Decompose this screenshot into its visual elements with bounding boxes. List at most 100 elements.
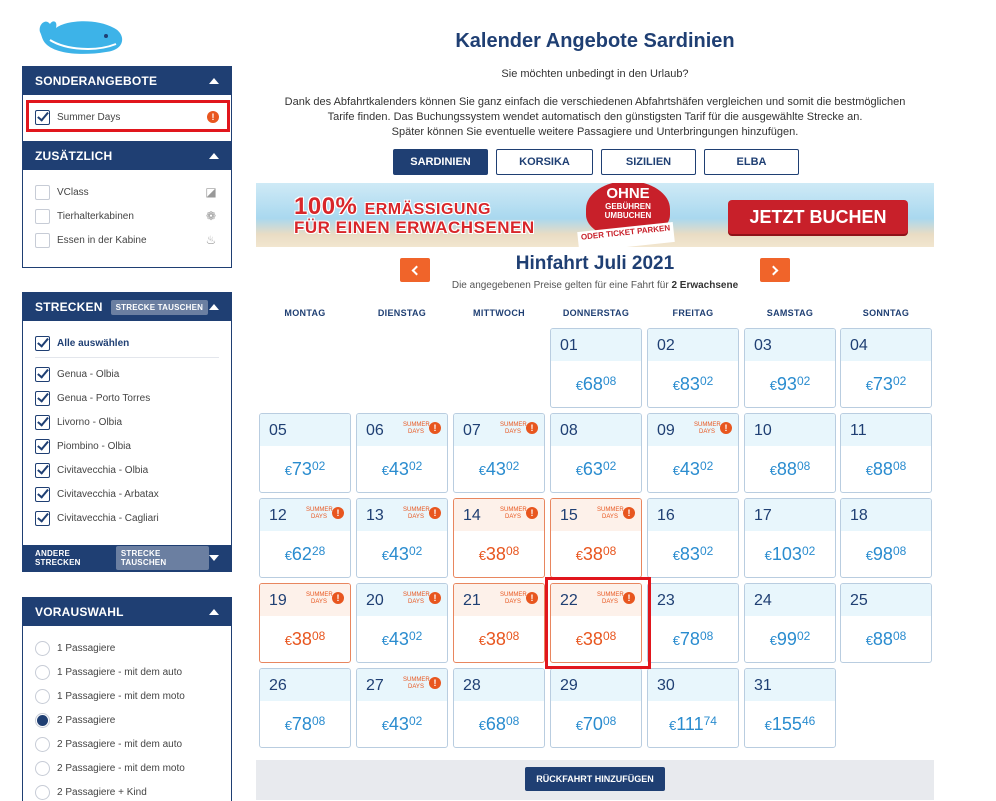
route-checkbox[interactable] bbox=[35, 414, 50, 430]
essen-checkbox[interactable] bbox=[35, 232, 50, 248]
calendar-day[interactable]: 13 SUMMER DAYS! €4302 bbox=[356, 498, 448, 578]
calendar-day[interactable]: 23 €7808 bbox=[647, 583, 739, 663]
route-checkbox[interactable] bbox=[35, 390, 50, 406]
calendar-day[interactable]: 14 SUMMER DAYS! €3808 bbox=[453, 498, 545, 578]
preset-radio[interactable] bbox=[35, 760, 50, 776]
calendar-day[interactable]: 22 SUMMER DAYS! €3808 bbox=[550, 583, 642, 663]
calendar-day[interactable]: 01 €6808 bbox=[550, 328, 642, 408]
price-integer: 88 bbox=[776, 459, 797, 479]
tab-korsika[interactable]: KORSIKA bbox=[496, 149, 593, 175]
sonderangebote-header[interactable]: SONDERANGEBOTE bbox=[23, 67, 231, 95]
filter-summer-days[interactable]: Summer Days ! bbox=[35, 105, 219, 129]
tab-sardinien[interactable]: SARDINIEN bbox=[393, 149, 488, 175]
price-decimal: 08 bbox=[505, 544, 520, 558]
tierhalterkabinen-checkbox[interactable] bbox=[35, 208, 50, 224]
preset-radio[interactable] bbox=[35, 640, 50, 656]
preset-option[interactable]: 1 Passagiere - mit dem auto bbox=[35, 660, 219, 684]
day-price: €15546 bbox=[745, 714, 835, 735]
calendar-day[interactable]: 02 €8302 bbox=[647, 328, 739, 408]
preset-option[interactable]: 2 Passagiere + Kind bbox=[35, 780, 219, 801]
strecken-header[interactable]: STRECKEN STRECKE TAUSCHEN bbox=[23, 293, 231, 321]
select-all-checkbox[interactable] bbox=[35, 335, 50, 351]
filter-vclass[interactable]: VClass ◪ bbox=[35, 180, 219, 204]
route-item[interactable]: Livorno - Olbia bbox=[35, 410, 219, 434]
calendar-day[interactable]: 21 SUMMER DAYS! €3808 bbox=[453, 583, 545, 663]
currency-symbol: € bbox=[769, 633, 777, 648]
add-return-button[interactable]: RÜCKFAHRT HINZUFÜGEN bbox=[525, 767, 665, 791]
calendar-day[interactable]: 15 SUMMER DAYS! €3808 bbox=[550, 498, 642, 578]
prev-month-button[interactable] bbox=[400, 258, 430, 282]
strecke-tauschen-button[interactable]: STRECKE TAUSCHEN bbox=[110, 299, 209, 315]
calendar-day[interactable]: 07 SUMMER DAYS! €4302 bbox=[453, 413, 545, 493]
route-checkbox[interactable] bbox=[35, 366, 50, 382]
andere-strecke-tauschen-button[interactable]: STRECKE TAUSCHEN bbox=[115, 546, 209, 570]
preset-radio[interactable] bbox=[35, 664, 50, 680]
calendar-day[interactable]: 27 SUMMER DAYS! €4302 bbox=[356, 668, 448, 748]
calendar-day[interactable]: 19 SUMMER DAYS! €3808 bbox=[259, 583, 351, 663]
collapse-icon[interactable] bbox=[209, 609, 219, 615]
price-decimal: 08 bbox=[796, 459, 811, 473]
calendar-day[interactable]: 28 €6808 bbox=[453, 668, 545, 748]
route-checkbox[interactable] bbox=[35, 510, 50, 526]
whale-logo-icon[interactable] bbox=[36, 10, 128, 56]
route-item[interactable]: Genua - Olbia bbox=[35, 362, 219, 386]
route-checkbox[interactable] bbox=[35, 438, 50, 454]
preset-option[interactable]: 1 Passagiere bbox=[35, 636, 219, 660]
calendar-day[interactable]: 12 SUMMER DAYS! €6228 bbox=[259, 498, 351, 578]
day-header: 08 bbox=[551, 414, 641, 446]
calendar-day[interactable]: 31 €15546 bbox=[744, 668, 836, 748]
summer-days-checkbox[interactable] bbox=[35, 109, 50, 125]
vclass-checkbox[interactable] bbox=[35, 184, 50, 200]
expand-icon[interactable] bbox=[209, 555, 219, 561]
route-checkbox[interactable] bbox=[35, 486, 50, 502]
preset-radio-selected[interactable] bbox=[35, 712, 50, 728]
route-item[interactable]: Piombino - Olbia bbox=[35, 434, 219, 458]
calendar-day[interactable]: 11 €8808 bbox=[840, 413, 932, 493]
vorauswahl-header[interactable]: VORAUSWAHL bbox=[23, 598, 231, 626]
calendar-day[interactable]: 18 €9808 bbox=[840, 498, 932, 578]
collapse-icon[interactable] bbox=[209, 153, 219, 159]
route-item[interactable]: Genua - Porto Torres bbox=[35, 386, 219, 410]
calendar-day[interactable]: 06 SUMMER DAYS! €4302 bbox=[356, 413, 448, 493]
andere-strecken-header[interactable]: ANDERE STRECKEN STRECKE TAUSCHEN bbox=[23, 545, 231, 571]
preset-option[interactable]: 1 Passagiere - mit dem moto bbox=[35, 684, 219, 708]
jetzt-buchen-button[interactable]: JETZT BUCHEN bbox=[728, 200, 908, 234]
calendar-day[interactable]: 03 €9302 bbox=[744, 328, 836, 408]
promo-banner[interactable]: 100% ERMÄSSIGUNG FÜR EINEN ERWACHSENEN O… bbox=[256, 183, 934, 247]
next-month-button[interactable] bbox=[760, 258, 790, 282]
collapse-icon[interactable] bbox=[209, 78, 219, 84]
collapse-icon[interactable] bbox=[209, 304, 219, 310]
preset-option[interactable]: 2 Passagiere - mit dem auto bbox=[35, 732, 219, 756]
calendar-day[interactable]: 29 €7008 bbox=[550, 668, 642, 748]
preset-option[interactable]: 2 Passagiere - mit dem moto bbox=[35, 756, 219, 780]
preset-radio[interactable] bbox=[35, 736, 50, 752]
day-header: 28 bbox=[454, 669, 544, 701]
calendar-day[interactable]: 08 €6302 bbox=[550, 413, 642, 493]
calendar-day[interactable]: 10 €8808 bbox=[744, 413, 836, 493]
preset-option[interactable]: 2 Passagiere bbox=[35, 708, 219, 732]
tab-sizilien[interactable]: SIZILIEN bbox=[601, 149, 696, 175]
select-all-row[interactable]: Alle auswählen bbox=[35, 331, 219, 355]
route-item[interactable]: Civitavecchia - Arbatax bbox=[35, 482, 219, 506]
calendar-day[interactable]: 09 SUMMER DAYS! €4302 bbox=[647, 413, 739, 493]
preset-radio[interactable] bbox=[35, 784, 50, 800]
route-item[interactable]: Civitavecchia - Cagliari bbox=[35, 506, 219, 530]
tab-elba[interactable]: ELBA bbox=[704, 149, 799, 175]
filter-essen[interactable]: Essen in der Kabine ♨ bbox=[35, 228, 219, 252]
calendar-day[interactable]: 05 €7302 bbox=[259, 413, 351, 493]
filter-tierhalterkabinen[interactable]: Tierhalterkabinen ❁ bbox=[35, 204, 219, 228]
calendar-day[interactable]: 17 €10302 bbox=[744, 498, 836, 578]
calendar-day[interactable]: 25 €8808 bbox=[840, 583, 932, 663]
calendar-day[interactable]: 16 €8302 bbox=[647, 498, 739, 578]
route-checkbox[interactable] bbox=[35, 462, 50, 478]
calendar-day[interactable]: 30 €11174 bbox=[647, 668, 739, 748]
calendar-day[interactable]: 20 SUMMER DAYS! €4302 bbox=[356, 583, 448, 663]
zusaetzlich-header[interactable]: ZUSÄTZLICH bbox=[23, 142, 231, 170]
preset-radio[interactable] bbox=[35, 688, 50, 704]
price-integer: 88 bbox=[872, 459, 893, 479]
calendar-day[interactable]: 04 €7302 bbox=[840, 328, 932, 408]
calendar-day[interactable]: 24 €9902 bbox=[744, 583, 836, 663]
exclamation-icon: ! bbox=[623, 592, 635, 604]
route-item[interactable]: Civitavecchia - Olbia bbox=[35, 458, 219, 482]
calendar-day[interactable]: 26 €7808 bbox=[259, 668, 351, 748]
